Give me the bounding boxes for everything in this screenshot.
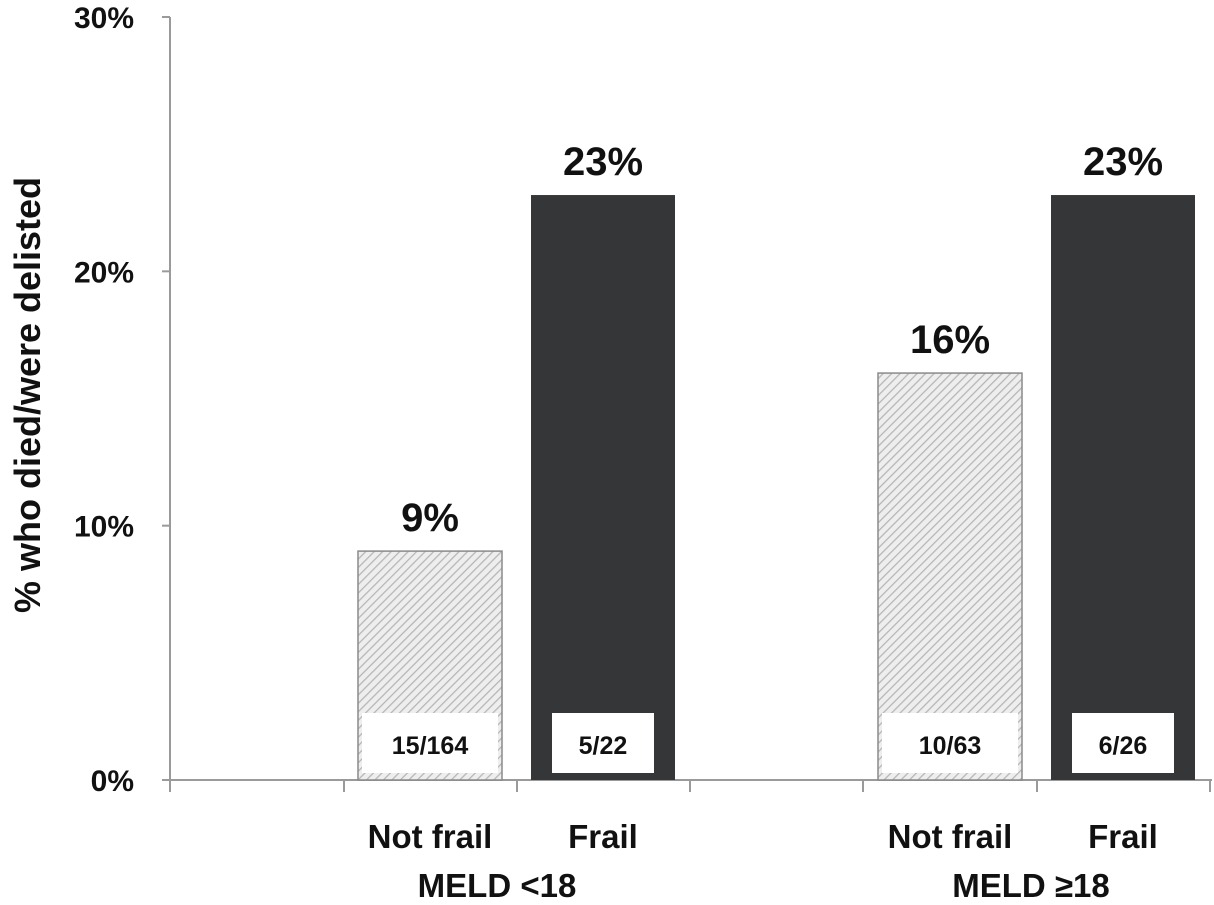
value-label: 9% — [401, 496, 459, 540]
bar-frail — [1051, 195, 1195, 781]
y-axis-title: % who died/were delisted — [7, 177, 48, 613]
value-label: 23% — [1083, 140, 1163, 184]
bar-not-frail — [877, 372, 1023, 781]
value-label: 16% — [910, 318, 990, 362]
category-label: Frail — [1088, 818, 1158, 855]
group-label: MELD <18 — [418, 867, 577, 904]
count-label: 15/164 — [392, 732, 469, 760]
y-tick-label: 30% — [74, 2, 134, 35]
count-box — [1072, 713, 1174, 773]
axes — [162, 16, 1212, 792]
y-tick-label: 20% — [74, 256, 134, 289]
value-label: 23% — [563, 140, 643, 184]
category-label: Not frail — [888, 818, 1013, 855]
count-box — [362, 713, 498, 773]
count-box — [882, 713, 1018, 773]
category-label: Not frail — [368, 818, 493, 855]
y-tick-label: 0% — [91, 765, 134, 798]
count-box — [552, 713, 654, 773]
count-label: 5/22 — [579, 732, 628, 760]
category-label: Frail — [568, 818, 638, 855]
bars — [357, 195, 1195, 781]
count-label: 10/63 — [919, 732, 982, 760]
group-label: MELD ≥18 — [952, 867, 1109, 904]
count-label: 6/26 — [1099, 732, 1148, 760]
labels: 0% 10% 20% 30% 9% 15/164 Not frail 23% 5/22 Frail… — [74, 2, 1163, 904]
bar-frail — [531, 195, 675, 781]
y-tick-label: 10% — [74, 511, 134, 544]
